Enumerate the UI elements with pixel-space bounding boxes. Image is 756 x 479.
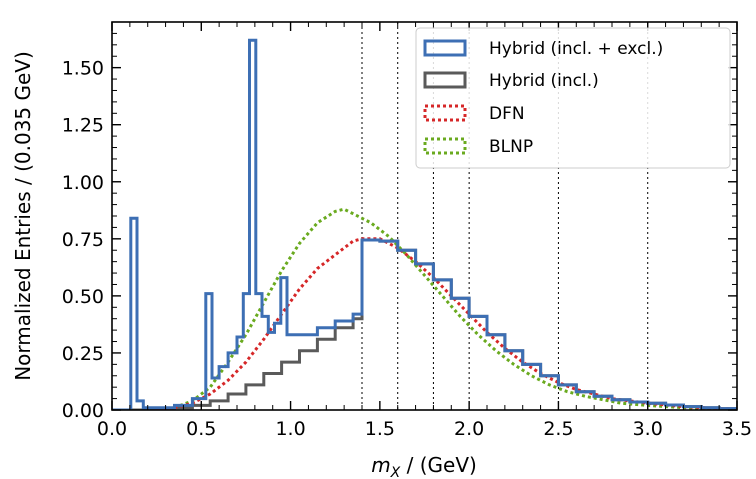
series-line: [112, 38, 737, 410]
legend-swatch: [423, 39, 467, 57]
legend-swatch: [423, 71, 467, 89]
legend-item-hybrid-incl-excl: Hybrid (incl. + excl.): [423, 39, 663, 59]
y-tick-label: 1.00: [62, 172, 104, 194]
legend-swatch: [423, 137, 467, 155]
legend-swatch: [423, 104, 467, 122]
legend-label: BLNP: [489, 137, 533, 157]
y-axis-label: Normalized Entries / (0.035 GeV): [11, 51, 35, 381]
legend: Hybrid (incl. + excl.) Hybrid (incl.) DF…: [415, 27, 731, 169]
legend-box: [415, 27, 731, 169]
legend-label: Hybrid (incl.): [489, 71, 599, 91]
series-line: [156, 237, 737, 410]
y-tick-label: 0.00: [62, 400, 104, 422]
y-tick-label: 1.25: [62, 115, 104, 137]
x-axis-label: mX / (GeV): [371, 453, 477, 479]
x-tick-label: 2.0: [454, 418, 484, 440]
series-layer: [112, 38, 737, 410]
legend-item-hybrid-incl: Hybrid (incl.): [423, 71, 599, 91]
x-tick-label: 3.0: [633, 418, 663, 440]
y-tick-label: 0.25: [62, 343, 104, 365]
y-tick-label: 0.75: [62, 229, 104, 251]
x-tick-label: 0.5: [186, 418, 216, 440]
y-tick-label: 0.50: [62, 286, 104, 308]
x-tick-label: 1.0: [275, 418, 305, 440]
legend-item-blnp: BLNP: [423, 137, 533, 157]
x-tick-label: 1.5: [365, 418, 395, 440]
x-tick-label: 0.0: [97, 418, 127, 440]
legend-item-dfn: DFN: [423, 104, 525, 124]
legend-label: Hybrid (incl. + excl.): [489, 39, 663, 59]
y-tick-label: 1.50: [62, 58, 104, 80]
legend-label: DFN: [489, 104, 525, 124]
x-tick-label: 2.5: [543, 418, 573, 440]
ticks-layer: 0.0 0.5 1.0 1.5 2.0 2.5 3.0 3.5 0.00 0.25 0.50 0.75…: [62, 22, 752, 440]
x-tick-label: 3.5: [722, 418, 752, 440]
